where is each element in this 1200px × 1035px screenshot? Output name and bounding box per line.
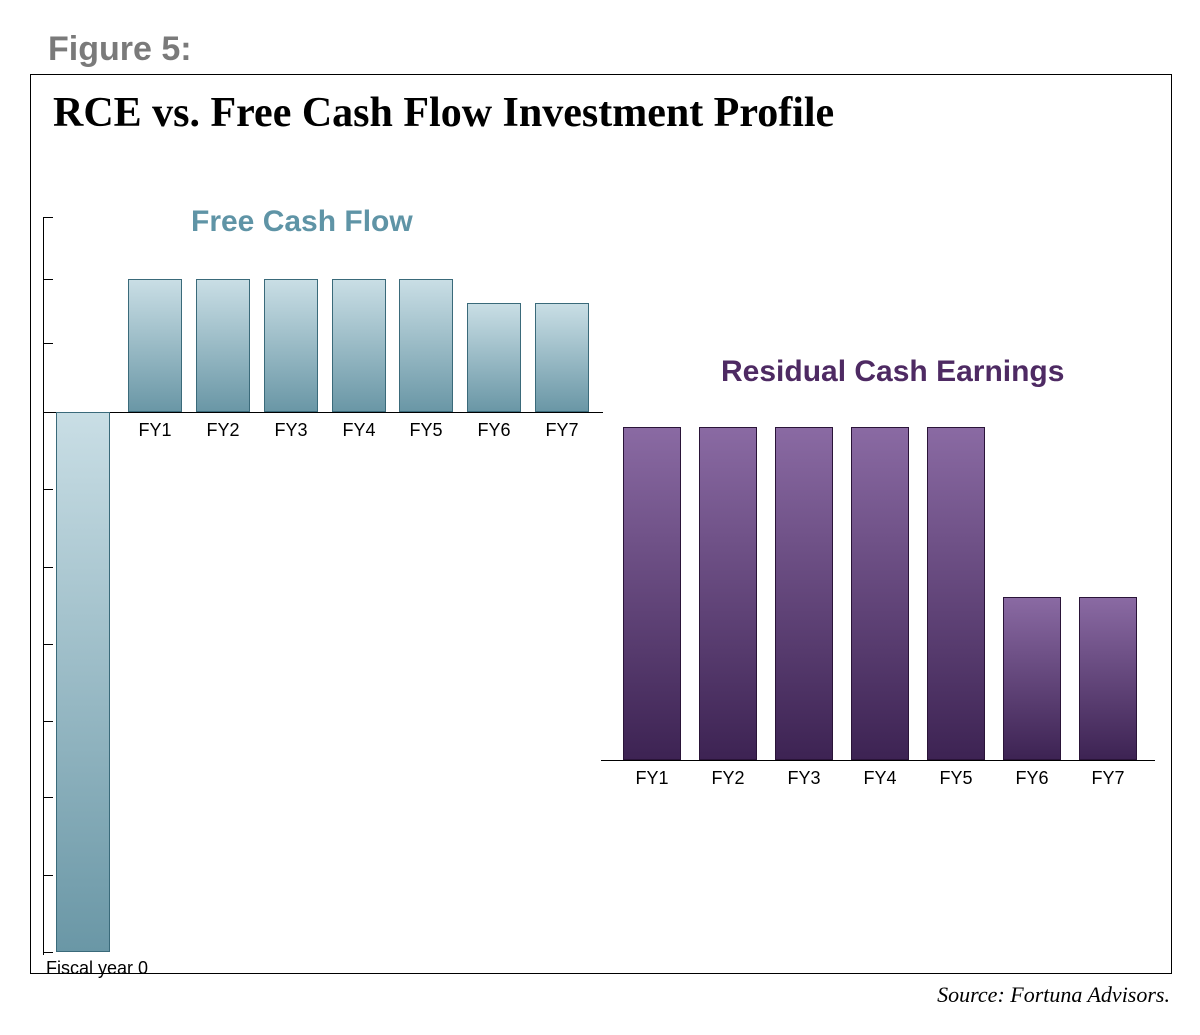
axis-tick — [43, 952, 53, 953]
axis-tick — [43, 567, 53, 568]
rce-bar-label: FY7 — [1091, 768, 1124, 789]
fcf-bar — [264, 279, 318, 412]
rce-bar — [1003, 597, 1061, 760]
fcf-bar-label: FY7 — [545, 420, 578, 441]
axis-tick — [43, 797, 53, 798]
fcf-bar — [56, 412, 110, 952]
axis-tick — [43, 343, 53, 344]
x-axis — [43, 412, 603, 413]
rce-bar — [775, 427, 833, 760]
fcf-bar — [128, 279, 182, 412]
rce-bar-label: FY3 — [787, 768, 820, 789]
rce-bar-label: FY5 — [939, 768, 972, 789]
rce-subtitle: Residual Cash Earnings — [721, 355, 1064, 389]
axis-tick — [43, 279, 53, 280]
fcf-bar-label: FY2 — [206, 420, 239, 441]
rce-bar — [623, 427, 681, 760]
source-attribution: Source: Fortuna Advisors. — [937, 982, 1170, 1008]
fcf-bar — [467, 303, 521, 412]
chart-frame: RCE vs. Free Cash Flow Investment Profil… — [30, 74, 1172, 974]
rce-bar — [927, 427, 985, 760]
fcf-subtitle: Free Cash Flow — [191, 205, 413, 239]
axis-tick — [43, 644, 53, 645]
fcf-bar — [196, 279, 250, 412]
fcf-bar-label: FY5 — [409, 420, 442, 441]
axis-tick — [43, 875, 53, 876]
rce-bar — [851, 427, 909, 760]
fcf-bar-label: FY3 — [274, 420, 307, 441]
fcf-bar — [332, 279, 386, 412]
axis-tick — [43, 721, 53, 722]
fcf-chart: Fiscal year 0 FY1 FY2 FY3 FY4 FY5 FY6 FY7 — [43, 245, 603, 1023]
rce-bar-label: FY1 — [635, 768, 668, 789]
rce-bar — [1079, 597, 1137, 760]
rce-bar-label: FY6 — [1015, 768, 1048, 789]
fcf-bar — [399, 279, 453, 412]
x-axis — [601, 760, 1155, 761]
fcf-bar-label: Fiscal year 0 — [46, 958, 148, 979]
figure-label: Figure 5: — [48, 30, 192, 69]
fcf-bar-label: FY4 — [342, 420, 375, 441]
rce-bar — [699, 427, 757, 760]
y-axis — [43, 217, 44, 955]
rce-chart: FY1 FY2 FY3 FY4 FY5 FY6 FY7 — [601, 415, 1161, 800]
axis-tick — [43, 217, 53, 218]
rce-bar-label: FY4 — [863, 768, 896, 789]
fcf-bar — [535, 303, 589, 412]
rce-bar-label: FY2 — [711, 768, 744, 789]
chart-title: RCE vs. Free Cash Flow Investment Profil… — [53, 89, 834, 137]
fcf-bar-label: FY1 — [138, 420, 171, 441]
fcf-bar-label: FY6 — [477, 420, 510, 441]
axis-tick — [43, 489, 53, 490]
